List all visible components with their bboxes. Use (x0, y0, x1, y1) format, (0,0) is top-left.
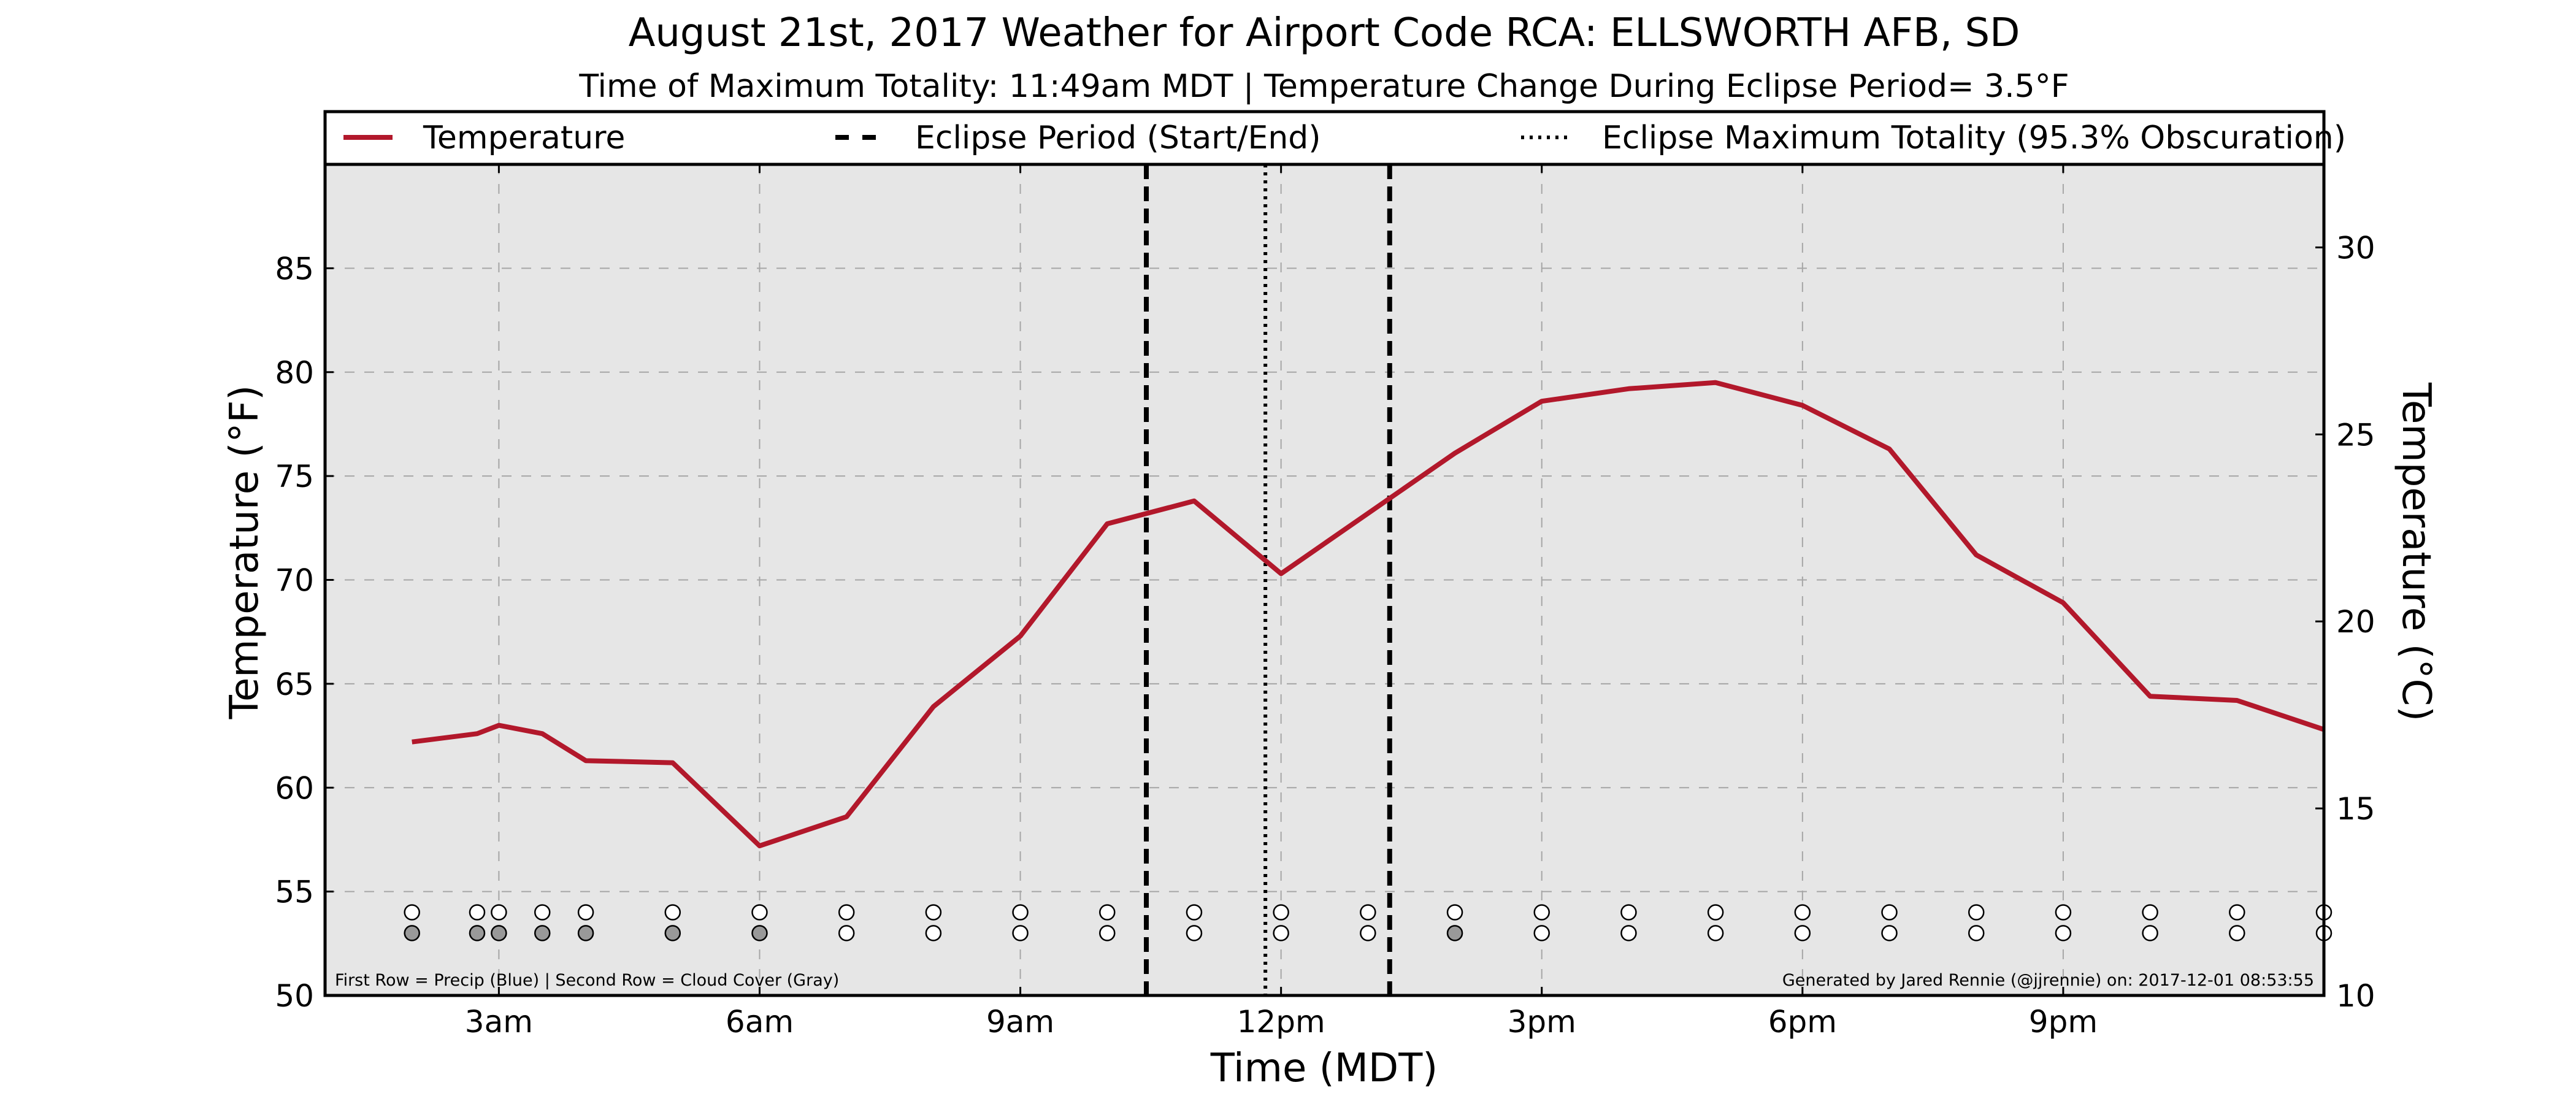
precip-marker (1186, 904, 1203, 921)
precip-marker (925, 904, 942, 921)
cloud-cover-marker (1446, 925, 1463, 941)
cloud-cover-marker (1794, 925, 1811, 941)
precip-marker (534, 904, 551, 921)
legend: Temperature Eclipse Period (Start/End) E… (323, 110, 2346, 166)
cloud-cover-marker (1099, 925, 1116, 941)
cloud-cover-marker (2142, 925, 2158, 941)
x-tick-label: 3pm (1508, 1004, 1576, 1040)
x-tick-label: 9am (986, 1004, 1054, 1040)
cloud-cover-marker (491, 925, 507, 941)
x-tick-label: 6am (726, 1004, 794, 1040)
precip-marker (664, 904, 681, 921)
precip-marker (1533, 904, 1550, 921)
cloud-cover-marker (751, 925, 768, 941)
precip-marker (2229, 904, 2245, 921)
chart-subtitle: Time of Maximum Totality: 11:49am MDT | … (578, 68, 2069, 105)
cloud-cover-marker (1533, 925, 1550, 941)
y-axis-label: Temperature (°F) (222, 385, 267, 720)
precip-marker (838, 904, 855, 921)
y2-tick-label: 30 (2336, 230, 2375, 266)
y-tick-label: 85 (275, 251, 314, 286)
cloud-cover-marker (2229, 925, 2245, 941)
y-tick-label: 70 (275, 563, 314, 599)
cloud-cover-marker (664, 925, 681, 941)
cloud-cover-marker (534, 925, 551, 941)
observation-markers (404, 904, 2333, 941)
precip-marker (2055, 904, 2072, 921)
precip-marker (577, 904, 594, 921)
legend-box (323, 110, 2326, 166)
x-tick-label: 3am (465, 1004, 533, 1040)
precip-marker (1360, 904, 1376, 921)
y2-tick-label: 15 (2336, 791, 2375, 827)
cloud-cover-marker (404, 925, 420, 941)
generated-by-note: Generated by Jared Rennie (@jjrennie) on… (1782, 971, 2314, 990)
eclipse-lines (1144, 164, 1392, 995)
cloud-cover-marker (1186, 925, 1203, 941)
x-axis-label: Time (MDT) (1210, 1046, 1438, 1091)
cloud-cover-marker (925, 925, 942, 941)
x-tick-label: 6pm (1768, 1004, 1837, 1040)
precip-marker (1968, 904, 1985, 921)
precip-marker (1273, 904, 1289, 921)
y-tick-label: 60 (275, 770, 314, 806)
precip-marker (1446, 904, 1463, 921)
x-tick-label: 12pm (1237, 1004, 1325, 1040)
y2-tick-label: 20 (2336, 604, 2375, 640)
y2-tick-label: 25 (2336, 417, 2375, 453)
precip-marker (1794, 904, 1811, 921)
axis-ticks: 3am 6am 9am 12pm 3pm 6pm 9pm 50 55 60 65 70 75 80 85 10… (275, 164, 2375, 1040)
legend-label-temperature: Temperature (423, 120, 625, 156)
cloud-cover-marker (1012, 925, 1029, 941)
precip-marker (1707, 904, 1724, 921)
y2-axis-label: Temperature (°C) (2393, 382, 2439, 721)
y-tick-label: 55 (275, 875, 314, 910)
precip-marker (1881, 904, 1898, 921)
precip-marker (1012, 904, 1029, 921)
chart-title: August 21st, 2017 Weather for Airport Co… (629, 10, 2020, 56)
cloud-cover-marker (2055, 925, 2072, 941)
precip-marker (491, 904, 507, 921)
precip-marker (1099, 904, 1116, 921)
cloud-cover-marker (1620, 925, 1637, 941)
y-tick-label: 65 (275, 667, 314, 702)
cloud-cover-marker (1273, 925, 1289, 941)
series-lines (412, 380, 2325, 849)
temperature-line (412, 380, 2325, 849)
cloud-cover-marker (1360, 925, 1376, 941)
legend-label-eclipse-period: Eclipse Period (Start/End) (915, 120, 1321, 156)
legend-label-max-totality: Eclipse Maximum Totality (95.3% Obscurat… (1602, 120, 2346, 156)
y-tick-label: 50 (275, 978, 314, 1014)
precip-cloud-note: First Row = Precip (Blue) | Second Row =… (335, 971, 839, 990)
cloud-cover-marker (838, 925, 855, 941)
x-tick-label: 9pm (2029, 1004, 2098, 1040)
precip-marker (1620, 904, 1637, 921)
cloud-cover-marker (1707, 925, 1724, 941)
y-tick-label: 75 (275, 459, 314, 494)
y2-tick-label: 10 (2336, 978, 2375, 1014)
precip-marker (751, 904, 768, 921)
plot-area (325, 164, 2324, 995)
cloud-cover-marker (1881, 925, 1898, 941)
precip-marker (2142, 904, 2158, 921)
cloud-cover-marker (469, 925, 486, 941)
cloud-cover-marker (577, 925, 594, 941)
grid-lines (325, 164, 2324, 995)
precip-marker (469, 904, 486, 921)
precip-marker (404, 904, 420, 921)
cloud-cover-marker (1968, 925, 1985, 941)
y-tick-label: 80 (275, 355, 314, 391)
